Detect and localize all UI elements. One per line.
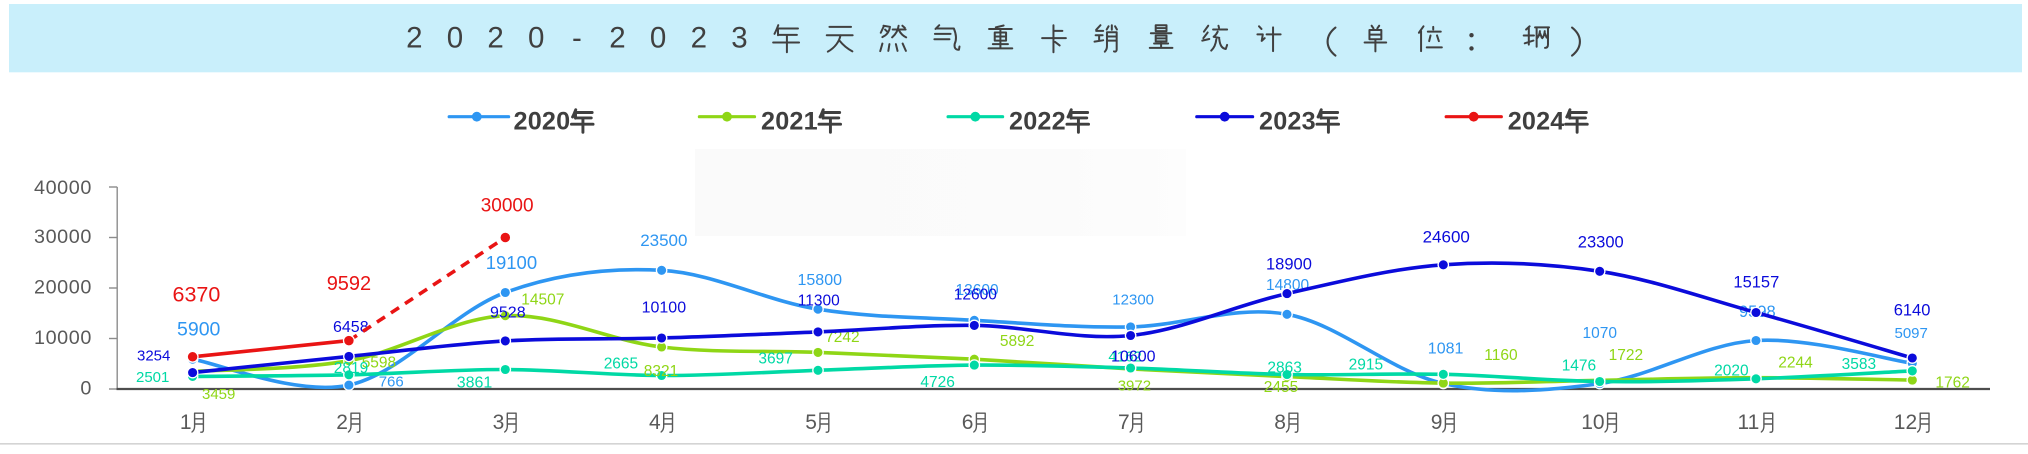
svg-text:12: 12 <box>1894 411 1917 434</box>
svg-text:40000: 40000 <box>34 177 92 199</box>
svg-text:3972: 3972 <box>1118 378 1151 395</box>
svg-text:1081: 1081 <box>1428 340 1464 357</box>
svg-text:1476: 1476 <box>1562 357 1596 374</box>
svg-text:0: 0 <box>650 22 666 55</box>
svg-text:9592: 9592 <box>327 273 372 295</box>
svg-text:15157: 15157 <box>1733 273 1779 291</box>
svg-text:2501: 2501 <box>136 369 169 386</box>
svg-text:18900: 18900 <box>1266 256 1312 274</box>
svg-text:2020: 2020 <box>1714 363 1749 380</box>
svg-text:2: 2 <box>691 22 707 55</box>
svg-text:12600: 12600 <box>954 286 997 303</box>
svg-text:2: 2 <box>487 22 503 55</box>
svg-text:13600: 13600 <box>956 282 999 299</box>
svg-text:9: 9 <box>1431 411 1443 434</box>
svg-text:4726: 4726 <box>920 374 954 391</box>
svg-text:5900: 5900 <box>177 319 221 341</box>
svg-text:5598: 5598 <box>362 354 396 371</box>
svg-text:24600: 24600 <box>1423 227 1470 246</box>
svg-text:0: 0 <box>80 377 92 399</box>
svg-text:3: 3 <box>731 22 747 55</box>
svg-text:3861: 3861 <box>457 375 493 392</box>
svg-text:12300: 12300 <box>1112 292 1154 309</box>
svg-text:30000: 30000 <box>34 226 92 248</box>
svg-text:6140: 6140 <box>1894 301 1931 319</box>
svg-text:766: 766 <box>379 374 404 391</box>
svg-text:5097: 5097 <box>1895 325 1928 342</box>
svg-text:3583: 3583 <box>1842 356 1876 373</box>
svg-text:8: 8 <box>1274 411 1286 434</box>
svg-text:2020: 2020 <box>514 107 571 135</box>
svg-text:15800: 15800 <box>798 272 843 289</box>
svg-text:30000: 30000 <box>481 195 534 216</box>
svg-text:2819: 2819 <box>334 360 368 377</box>
svg-text:2023: 2023 <box>1259 107 1316 135</box>
svg-text:11300: 11300 <box>798 293 840 310</box>
svg-text:23300: 23300 <box>1578 234 1624 252</box>
svg-text:2244: 2244 <box>1778 354 1813 371</box>
svg-text:-: - <box>572 22 582 55</box>
svg-text:3: 3 <box>493 411 505 434</box>
svg-text:10000: 10000 <box>34 327 92 349</box>
svg-text:3459: 3459 <box>202 386 235 403</box>
svg-text:6370: 6370 <box>173 282 221 306</box>
svg-text:7: 7 <box>1118 411 1130 434</box>
svg-text:7242: 7242 <box>825 329 859 346</box>
svg-text:5892: 5892 <box>1000 333 1034 350</box>
svg-text:20000: 20000 <box>34 276 92 298</box>
svg-text:5: 5 <box>805 411 817 434</box>
svg-text:1762: 1762 <box>1935 375 1969 392</box>
svg-text:2021: 2021 <box>761 107 818 135</box>
svg-text:2665: 2665 <box>604 355 638 372</box>
svg-text:6: 6 <box>962 411 974 434</box>
svg-text:2024: 2024 <box>1508 107 1565 135</box>
svg-text:1722: 1722 <box>1609 347 1643 364</box>
svg-text:11: 11 <box>1738 411 1760 434</box>
svg-text:10: 10 <box>1581 411 1604 434</box>
svg-text:0: 0 <box>447 22 463 55</box>
svg-text:3697: 3697 <box>758 351 792 368</box>
svg-text:2022: 2022 <box>1009 107 1066 135</box>
svg-text:14507: 14507 <box>521 292 564 309</box>
svg-text:1: 1 <box>180 411 192 434</box>
svg-text:4162: 4162 <box>1108 349 1141 366</box>
svg-text:1070: 1070 <box>1583 325 1618 342</box>
svg-text:9528: 9528 <box>490 305 526 322</box>
svg-text:8321: 8321 <box>644 363 678 380</box>
svg-text:2: 2 <box>336 411 348 434</box>
svg-text:23500: 23500 <box>640 231 687 250</box>
svg-text:2455: 2455 <box>1264 379 1298 396</box>
svg-text:2: 2 <box>609 22 625 55</box>
svg-text:2: 2 <box>406 22 422 55</box>
svg-text:10100: 10100 <box>642 300 687 317</box>
svg-text:1160: 1160 <box>1484 347 1518 364</box>
svg-text:2915: 2915 <box>1349 357 1383 374</box>
svg-text:3254: 3254 <box>137 348 170 365</box>
svg-text:10600: 10600 <box>1111 349 1156 366</box>
svg-text:19100: 19100 <box>486 252 537 273</box>
svg-text:0: 0 <box>528 22 544 55</box>
svg-text:4: 4 <box>649 411 661 434</box>
svg-text:6458: 6458 <box>333 319 369 336</box>
svg-text:2863: 2863 <box>1267 359 1301 376</box>
